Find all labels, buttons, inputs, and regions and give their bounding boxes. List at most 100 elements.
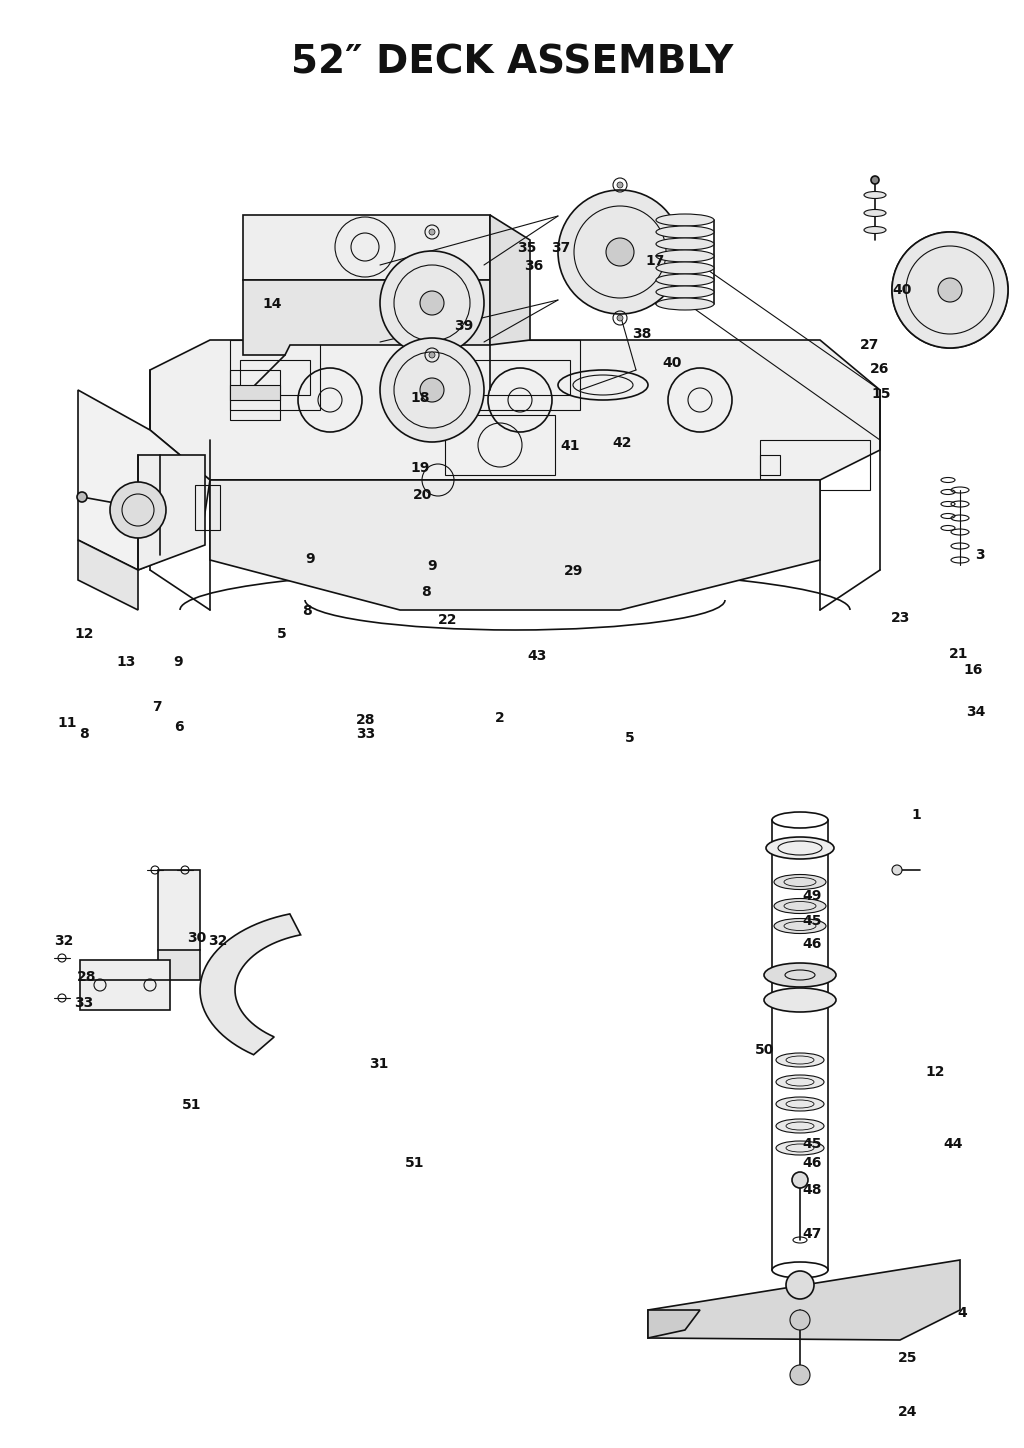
Text: 20: 20 xyxy=(414,488,432,502)
Text: 12: 12 xyxy=(925,1064,945,1079)
Text: 46: 46 xyxy=(803,937,821,951)
Ellipse shape xyxy=(656,251,714,262)
Ellipse shape xyxy=(774,875,826,889)
Circle shape xyxy=(420,378,444,403)
Polygon shape xyxy=(648,1260,961,1339)
Polygon shape xyxy=(150,340,880,479)
Text: 8: 8 xyxy=(421,585,431,599)
Text: 24: 24 xyxy=(897,1405,918,1419)
Text: 28: 28 xyxy=(355,712,376,727)
Circle shape xyxy=(938,278,962,303)
Polygon shape xyxy=(80,960,170,1011)
Circle shape xyxy=(938,278,962,303)
Ellipse shape xyxy=(656,214,714,226)
Circle shape xyxy=(892,232,1008,348)
Polygon shape xyxy=(210,479,820,610)
Circle shape xyxy=(380,337,484,442)
Ellipse shape xyxy=(766,837,834,859)
Text: 50: 50 xyxy=(756,1043,774,1057)
Polygon shape xyxy=(200,914,301,1054)
Circle shape xyxy=(429,229,435,235)
Circle shape xyxy=(786,1271,814,1299)
Text: 35: 35 xyxy=(517,240,536,255)
Circle shape xyxy=(892,232,1008,348)
Ellipse shape xyxy=(764,988,836,1012)
Text: 9: 9 xyxy=(305,552,315,566)
Polygon shape xyxy=(78,540,138,610)
Text: 9: 9 xyxy=(427,559,437,573)
Text: 21: 21 xyxy=(948,647,969,662)
Polygon shape xyxy=(648,1310,700,1338)
Text: 42: 42 xyxy=(612,436,633,450)
Polygon shape xyxy=(490,214,530,345)
Circle shape xyxy=(790,1365,810,1384)
Circle shape xyxy=(558,190,682,314)
Text: 27: 27 xyxy=(860,337,879,352)
Text: 19: 19 xyxy=(411,460,429,475)
Text: 6: 6 xyxy=(174,720,184,734)
Text: 11: 11 xyxy=(57,715,78,730)
Text: 51: 51 xyxy=(181,1098,202,1112)
Text: 39: 39 xyxy=(455,319,473,333)
Polygon shape xyxy=(158,950,200,980)
Polygon shape xyxy=(230,385,280,400)
Text: 18: 18 xyxy=(410,391,430,405)
Text: 33: 33 xyxy=(75,996,93,1011)
Text: 5: 5 xyxy=(625,731,635,746)
Text: 17: 17 xyxy=(646,253,665,268)
Text: 22: 22 xyxy=(437,613,458,627)
Ellipse shape xyxy=(776,1141,824,1156)
Text: 8: 8 xyxy=(302,604,312,618)
Text: 44: 44 xyxy=(943,1137,964,1151)
Text: 23: 23 xyxy=(891,611,909,626)
Ellipse shape xyxy=(864,226,886,233)
Text: 12: 12 xyxy=(74,627,94,641)
Text: 37: 37 xyxy=(552,240,570,255)
Text: 15: 15 xyxy=(871,387,892,401)
Text: 49: 49 xyxy=(803,889,821,904)
Text: 4: 4 xyxy=(957,1306,968,1321)
Text: 30: 30 xyxy=(187,931,206,946)
Ellipse shape xyxy=(656,226,714,237)
Text: 26: 26 xyxy=(870,362,889,376)
Text: 32: 32 xyxy=(54,934,73,948)
Text: 14: 14 xyxy=(262,297,283,311)
Text: 3: 3 xyxy=(975,547,985,562)
Ellipse shape xyxy=(864,191,886,198)
Polygon shape xyxy=(243,279,490,355)
Circle shape xyxy=(420,291,444,316)
Ellipse shape xyxy=(776,1074,824,1089)
Text: 46: 46 xyxy=(803,1156,821,1170)
Ellipse shape xyxy=(776,1053,824,1067)
Text: 45: 45 xyxy=(802,1137,822,1151)
Polygon shape xyxy=(158,870,200,964)
Text: 5: 5 xyxy=(276,627,287,641)
Text: 33: 33 xyxy=(356,727,375,741)
Ellipse shape xyxy=(656,237,714,251)
Circle shape xyxy=(617,182,623,188)
Text: 1: 1 xyxy=(911,808,922,822)
Text: 43: 43 xyxy=(527,649,546,663)
Text: 7: 7 xyxy=(152,699,162,714)
Ellipse shape xyxy=(864,210,886,217)
Ellipse shape xyxy=(656,298,714,310)
Polygon shape xyxy=(243,214,490,279)
Text: 28: 28 xyxy=(77,970,97,985)
Ellipse shape xyxy=(656,262,714,274)
Ellipse shape xyxy=(776,1119,824,1132)
Circle shape xyxy=(871,177,879,184)
Circle shape xyxy=(77,492,87,502)
Ellipse shape xyxy=(774,899,826,914)
Text: 32: 32 xyxy=(209,934,227,948)
Text: 40: 40 xyxy=(663,356,681,371)
Ellipse shape xyxy=(774,918,826,934)
Text: 36: 36 xyxy=(524,259,543,274)
Text: 48: 48 xyxy=(802,1183,822,1197)
Text: 41: 41 xyxy=(560,439,581,453)
Polygon shape xyxy=(138,455,205,571)
Text: 34: 34 xyxy=(967,705,985,720)
Text: 52″ DECK ASSEMBLY: 52″ DECK ASSEMBLY xyxy=(291,43,733,81)
Ellipse shape xyxy=(656,274,714,287)
Ellipse shape xyxy=(776,1098,824,1111)
Text: 45: 45 xyxy=(802,914,822,928)
